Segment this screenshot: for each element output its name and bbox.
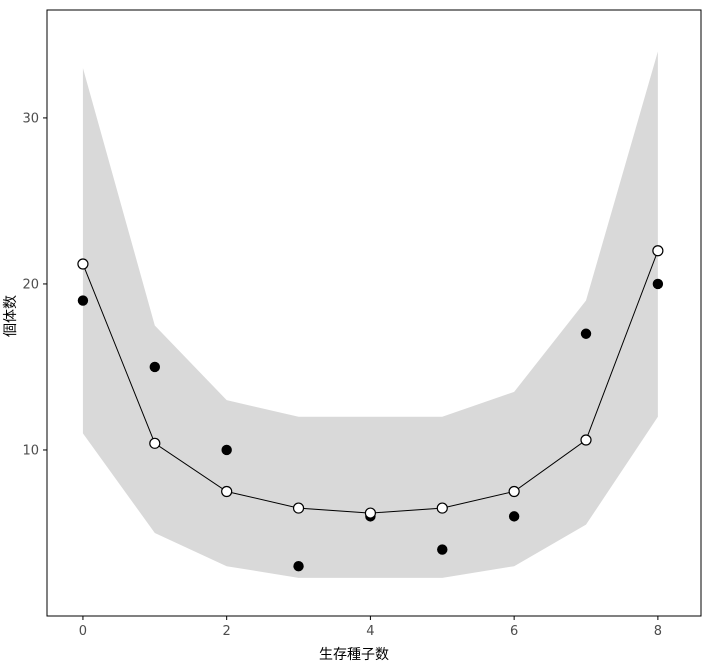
x-tick-label: 2 (223, 624, 231, 639)
y-tick-label: 30 (22, 111, 39, 126)
prediction-ribbon (82, 51, 658, 578)
y-axis-title: 個体数 (3, 295, 19, 337)
observed-point (221, 444, 232, 456)
fitted-point (364, 507, 377, 519)
panel-border (46, 9, 702, 617)
observed-point (149, 361, 161, 373)
x-tick-label: 6 (510, 624, 518, 639)
observed-point (77, 295, 89, 306)
observed-point (580, 328, 592, 339)
x-tick-label: 0 (79, 624, 87, 639)
observed-point (652, 278, 664, 290)
x-axis-title: 生存種子数 (319, 647, 389, 663)
observed-point (508, 511, 520, 522)
y-tick-label: 10 (22, 443, 39, 458)
fitted-point (508, 485, 520, 498)
fitted-point (436, 502, 448, 514)
fitted-point (77, 258, 89, 270)
y-tick-label: 20 (22, 277, 39, 292)
fitted-point (149, 437, 161, 449)
x-tick-label: 4 (366, 624, 374, 639)
observed-point (437, 544, 448, 555)
fitted-point (221, 485, 233, 498)
observed-point (293, 560, 304, 572)
fitted-point (292, 502, 305, 514)
fitted-point (580, 434, 592, 446)
x-tick-label: 8 (654, 624, 662, 639)
fitted-point (652, 245, 664, 257)
